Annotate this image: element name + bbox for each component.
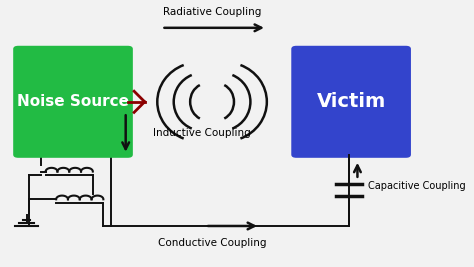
Text: Capacitive Coupling: Capacitive Coupling [368,181,465,191]
Text: Victim: Victim [317,92,386,111]
FancyBboxPatch shape [292,46,411,158]
Text: Noise Source: Noise Source [17,94,129,109]
Text: Conductive Coupling: Conductive Coupling [158,238,266,248]
Text: Inductive Coupling: Inductive Coupling [153,128,251,139]
FancyBboxPatch shape [13,46,133,158]
Text: Radiative Coupling: Radiative Coupling [163,7,261,17]
